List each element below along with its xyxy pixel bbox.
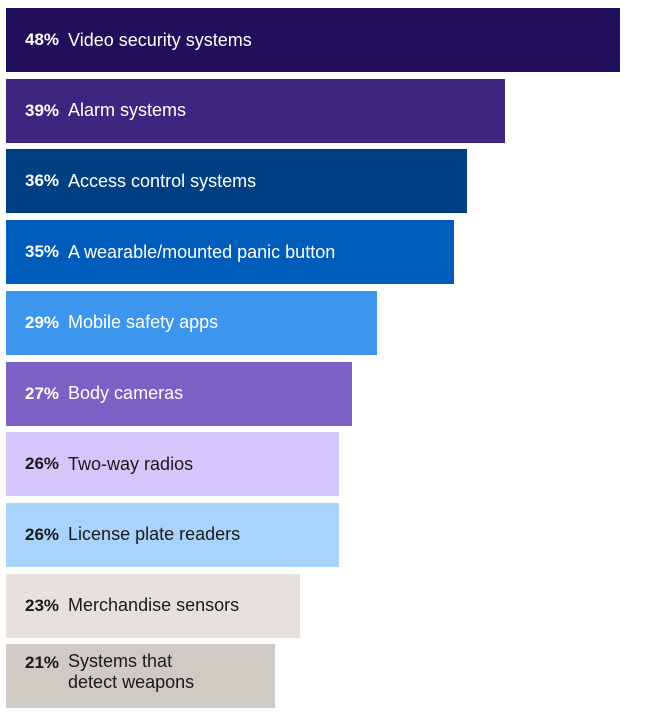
bar-category-label: Mobile safety apps bbox=[68, 312, 219, 333]
bar-category-label: A wearable/mounted panic button bbox=[68, 241, 336, 262]
bar-category-label: Video security systems bbox=[68, 29, 252, 50]
bar: 21% Systems that detect weapons bbox=[6, 644, 275, 709]
bar: 36% Access control systems bbox=[6, 149, 467, 214]
bar: 48% Video security systems bbox=[6, 8, 620, 72]
bar-category-label: Merchandise sensors bbox=[68, 595, 240, 616]
bar-value-label: 26% bbox=[25, 524, 60, 544]
bar-value-label: 23% bbox=[25, 595, 60, 615]
bar-value-label: 21% bbox=[25, 653, 60, 673]
bar: 26% License plate readers bbox=[6, 502, 339, 567]
bar-category-label: Access control systems bbox=[68, 170, 257, 191]
bar: 29% Mobile safety apps bbox=[6, 290, 377, 355]
bar-category-label: Two-way radios bbox=[68, 453, 194, 474]
bar-category-label: License plate readers bbox=[68, 524, 241, 545]
bar: 27% Body cameras bbox=[6, 361, 352, 426]
bar: 26% Two-way radios bbox=[6, 432, 339, 497]
bar-value-label: 27% bbox=[25, 383, 60, 403]
bar-category-label: Body cameras bbox=[68, 383, 184, 403]
bar: 39% Alarm systems bbox=[6, 78, 505, 143]
bar: 35% A wearable/mounted panic button bbox=[6, 220, 454, 285]
bar-value-label: 48% bbox=[25, 30, 60, 49]
bar-category-label: Systems that detect weapons bbox=[68, 651, 195, 693]
bar-value-label: 26% bbox=[25, 454, 60, 474]
bar-value-label: 29% bbox=[25, 312, 60, 332]
bar-value-label: 35% bbox=[25, 242, 60, 262]
bar-value-label: 39% bbox=[25, 100, 60, 120]
bar-category-label: Alarm systems bbox=[68, 100, 187, 121]
bar-value-label: 36% bbox=[25, 171, 60, 191]
bar: 23% Merchandise sensors bbox=[6, 573, 300, 638]
